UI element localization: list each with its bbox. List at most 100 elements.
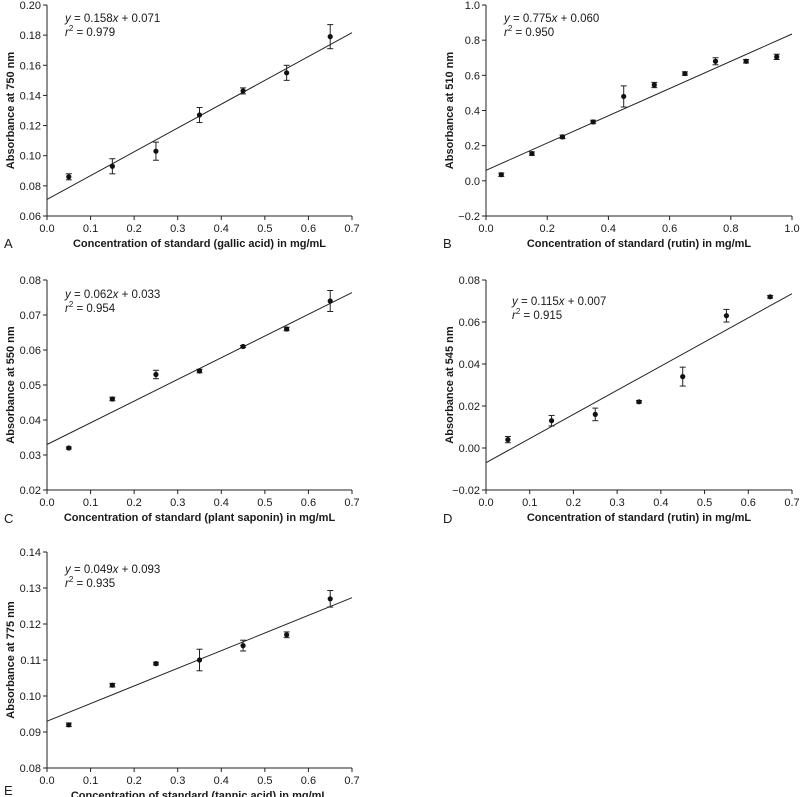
y-tick-label: 0.13 (20, 583, 41, 595)
y-tick-label: 0.14 (20, 90, 41, 102)
y-tick-label: 0.0 (465, 176, 480, 188)
data-point (682, 70, 688, 77)
equation-y: y (64, 564, 72, 576)
equation-y: y (64, 13, 72, 25)
r-squared-value: = 0.935 (73, 578, 115, 590)
panel-c: 0.0 0.1 0.2 0.3 0.4 0.5 0.6 0.7 0.02 0.03 0.04 0.05… (4, 275, 360, 526)
y-tick-label: 0.18 (20, 30, 41, 42)
equation-slope: = 0.049 (71, 564, 113, 576)
x-tick-label: 0.7 (784, 497, 799, 509)
x-tick-label: 0.4 (214, 775, 229, 787)
equation-slope: = 0.775 (510, 13, 552, 25)
y-tick-label: 0.2 (465, 141, 480, 153)
y-axis-label: Absorbance at 750 nm (5, 52, 17, 170)
data-point (284, 70, 290, 76)
panel-e: 0.0 0.1 0.2 0.3 0.4 0.5 0.6 0.7 0.08 0.09 0.10 0.11… (4, 547, 360, 797)
data-point (559, 134, 566, 140)
y-axis-label: Absorbance at 545 nm (444, 326, 456, 444)
data-point (505, 437, 511, 443)
x-tick-label: 0.0 (39, 223, 54, 235)
x-tick-label: 0.1 (83, 497, 98, 509)
equation-x: x (112, 564, 120, 576)
equation-intercept: + 0.060 (557, 13, 599, 25)
x-tick-label: 0.7 (344, 497, 359, 509)
y-tick-label: 0.00 (459, 443, 480, 455)
data-point (66, 722, 72, 728)
equation-x: x (112, 13, 120, 25)
r-squared-value: = 0.950 (512, 27, 554, 39)
x-axis-label: Concentration of standard (rutin) in mg/… (527, 238, 752, 250)
x-tick-label: 0.7 (344, 223, 359, 235)
x-tick-label: 0.4 (214, 223, 229, 235)
y-tick-label: 0.06 (20, 211, 41, 223)
x-tick-label: 0.2 (126, 775, 141, 787)
r-exponent: 2 (69, 24, 74, 33)
data-point (592, 411, 598, 417)
y-tick-label: 0.20 (20, 0, 41, 12)
equation-slope: = 0.062 (71, 289, 113, 301)
regression-equation: y = 0.062x + 0.033 (64, 289, 160, 301)
equation-y: y (503, 13, 511, 25)
r-symbol: r (65, 578, 70, 590)
data-point (548, 418, 555, 424)
y-tick-label: 0.04 (459, 359, 480, 371)
data-point (153, 371, 159, 378)
data-point (327, 596, 333, 602)
y-tick-label: 0.06 (20, 345, 41, 357)
x-tick-label: 0.5 (257, 223, 272, 235)
equation-x: x (551, 13, 559, 25)
y-tick-label: 0.08 (20, 181, 41, 193)
data-point (327, 34, 333, 40)
x-tick-label: 0.1 (83, 223, 98, 235)
panel-letter: A (4, 236, 13, 251)
x-axis-label: Concentration of standard (rutin) in mg/… (527, 512, 752, 524)
data-point (621, 93, 627, 100)
y-tick-label: 0.8 (465, 35, 480, 47)
data-point (109, 163, 115, 169)
panel-d: 0.0 0.1 0.2 0.3 0.4 0.5 0.6 0.7 −0.02 0.00 0.02 0.0… (443, 275, 800, 526)
x-axis-label: Concentration of standard (gallic acid) … (73, 238, 326, 250)
data-point (636, 399, 642, 405)
x-tick-label: 1.0 (784, 223, 799, 235)
data-point (153, 661, 159, 667)
x-tick-label: 0.3 (170, 497, 185, 509)
y-tick-label: 0.16 (20, 60, 41, 72)
data-point (590, 119, 596, 125)
data-point (767, 294, 773, 300)
r-exponent: 2 (69, 575, 74, 584)
y-tick-label: −0.02 (452, 485, 480, 497)
r-symbol: r (65, 27, 70, 39)
x-tick-label: 0.3 (609, 497, 624, 509)
y-tick-label: 0.4 (465, 106, 480, 118)
data-point (196, 657, 203, 663)
y-tick-label: 0.03 (20, 450, 41, 462)
panel-a: 0.0 0.1 0.2 0.3 0.4 0.5 0.6 0.7 0.06 0.08 0.10 0.12… (4, 0, 360, 251)
r-squared: r2 = 0.935 (65, 575, 115, 590)
data-point (680, 374, 686, 380)
x-tick-label: 0.6 (301, 223, 316, 235)
panel-b: 0.0 0.2 0.4 0.6 0.8 1.0−0.20.00.20.40.60.81.0… (443, 0, 800, 251)
y-axis-label: Absorbance at 510 nm (444, 52, 456, 170)
x-tick-label: 0.6 (741, 497, 756, 509)
regression-equation: y = 0.158x + 0.071 (64, 13, 160, 25)
y-tick-label: 0.08 (459, 275, 480, 287)
panel-letter: C (4, 511, 13, 526)
y-tick-label: 0.02 (459, 401, 480, 413)
y-tick-label: 1.0 (465, 0, 480, 12)
regression-equation: y = 0.049x + 0.093 (64, 564, 160, 576)
x-tick-label: 0.2 (540, 223, 555, 235)
r-squared: r2 = 0.915 (512, 307, 562, 322)
y-tick-label: 0.12 (20, 121, 41, 133)
y-tick-label: 0.04 (20, 415, 41, 427)
x-tick-label: 0.5 (257, 497, 272, 509)
r-squared: r2 = 0.979 (65, 24, 115, 39)
y-tick-label: 0.07 (20, 310, 41, 322)
x-tick-label: 0.6 (301, 497, 316, 509)
x-tick-label: 0.0 (478, 223, 493, 235)
y-tick-label: −0.2 (458, 211, 480, 223)
x-tick-label: 0.3 (170, 775, 185, 787)
regression-equation: y = 0.115x + 0.007 (511, 296, 606, 308)
x-axis-label: Concentration of standard (plant saponin… (64, 512, 336, 524)
r-squared-value: = 0.915 (520, 310, 562, 322)
